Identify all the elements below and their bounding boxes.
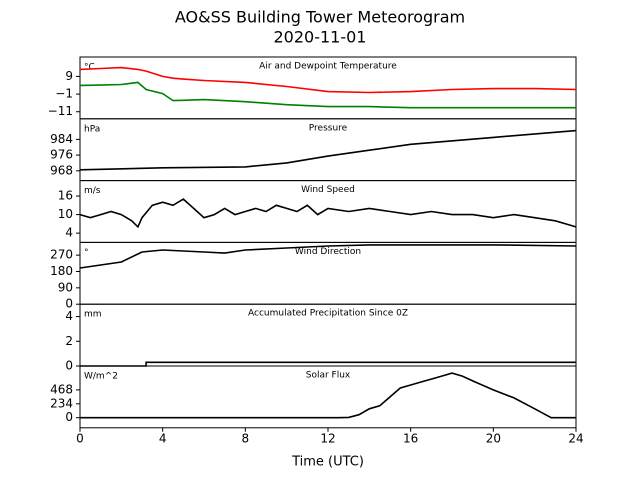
- panel-unit: °C: [84, 63, 95, 73]
- y-tick-label: 180: [50, 264, 73, 278]
- y-tick-label: 4: [65, 226, 73, 240]
- panel-title: Accumulated Precipitation Since 0Z: [248, 309, 408, 319]
- y-tick-label: 2: [65, 334, 73, 348]
- series-line: [79, 129, 577, 171]
- panel-unit: °: [84, 248, 89, 258]
- x-tick-label: 0: [76, 431, 84, 445]
- series-line: [79, 81, 576, 109]
- y-tick-label: 16: [58, 189, 73, 203]
- y-tick-label: 468: [50, 382, 73, 396]
- y-tick-label: 9: [65, 69, 73, 83]
- panel-unit: m/s: [84, 186, 101, 196]
- y-tick-label: −11: [48, 104, 73, 118]
- y-tick-label: 976: [50, 148, 73, 162]
- y-tick-label: 4: [65, 309, 73, 323]
- panel-title: Pressure: [309, 123, 348, 133]
- figure-title: AO&SS Building Tower Meteorogram: [175, 8, 465, 27]
- y-tick-label: 984: [50, 132, 73, 146]
- y-tick-label: 0: [65, 410, 73, 424]
- x-tick-label: 24: [568, 431, 583, 445]
- series-line: [79, 66, 577, 94]
- y-tick-label: 10: [58, 207, 73, 221]
- x-tick-label: 16: [403, 431, 418, 445]
- panel-unit: W/m^2: [84, 372, 118, 382]
- x-tick-label: 4: [159, 431, 167, 445]
- panel-unit: hPa: [84, 124, 100, 134]
- series-line: [80, 361, 576, 367]
- x-tick-label: 20: [486, 431, 501, 445]
- x-tick-label: 8: [242, 431, 250, 445]
- y-tick-label: 90: [58, 280, 73, 294]
- x-tick-label: 12: [320, 431, 335, 445]
- panel-title: Solar Flux: [306, 371, 351, 381]
- panel-title: Air and Dewpoint Temperature: [259, 62, 397, 72]
- panel-unit: mm: [84, 310, 102, 320]
- y-tick-label: −1: [55, 87, 73, 101]
- y-tick-label: 968: [50, 163, 73, 177]
- y-tick-label: 234: [50, 396, 73, 410]
- y-tick-label: 0: [65, 297, 73, 311]
- series-line: [79, 244, 577, 269]
- figure-subtitle: 2020-11-01: [274, 28, 367, 47]
- series-line: [79, 198, 577, 229]
- y-tick-label: 270: [50, 248, 73, 262]
- panel-title: Wind Speed: [301, 185, 355, 195]
- series-line: [80, 372, 576, 419]
- y-tick-label: 0: [65, 359, 73, 373]
- x-axis-label: Time (UTC): [291, 454, 364, 469]
- panel-title: Wind Direction: [295, 247, 361, 257]
